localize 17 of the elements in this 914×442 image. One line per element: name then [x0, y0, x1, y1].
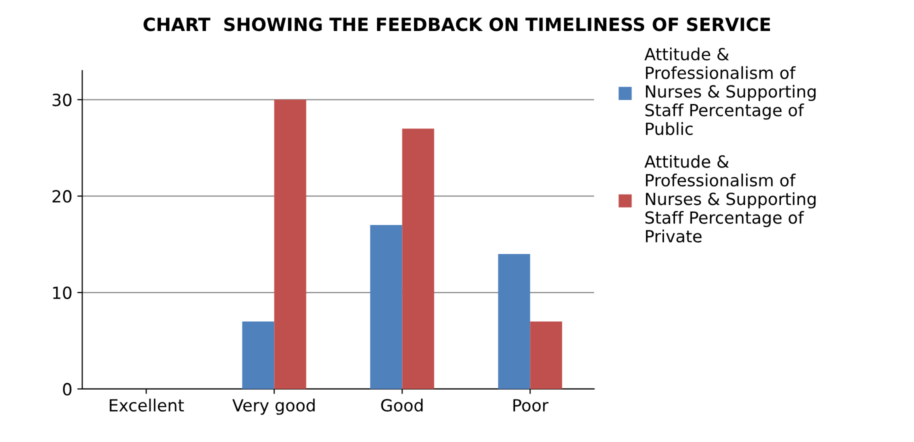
- y-tick-label: 30: [52, 94, 72, 106]
- y-tick-label: 20: [52, 190, 72, 203]
- legend-label: Attitude & Professionalism of Nurses & Supporting Staff Percentage of Public: [644, 48, 816, 136]
- bar: [402, 128, 434, 389]
- bar: [370, 225, 402, 389]
- legend-label: Attitude & Professionalism of Nurses & Supporting Staff Percentage of Private: [644, 154, 816, 243]
- y-tick-label: 0: [63, 382, 72, 396]
- y-tick-label: 10: [53, 286, 72, 300]
- x-tick-label: Excellent: [110, 398, 184, 412]
- x-tick-label: Very good: [232, 398, 315, 415]
- bar: [242, 321, 274, 389]
- x-tick-label: Good: [381, 398, 423, 412]
- chart-title: CHART SHOWING THE FEEDBACK ON TIMELINESS OF SERVICE: [144, 18, 770, 32]
- x-tick-label: Poor: [513, 399, 548, 412]
- bar: [530, 321, 562, 389]
- bar: [274, 100, 306, 389]
- bar: [498, 254, 530, 389]
